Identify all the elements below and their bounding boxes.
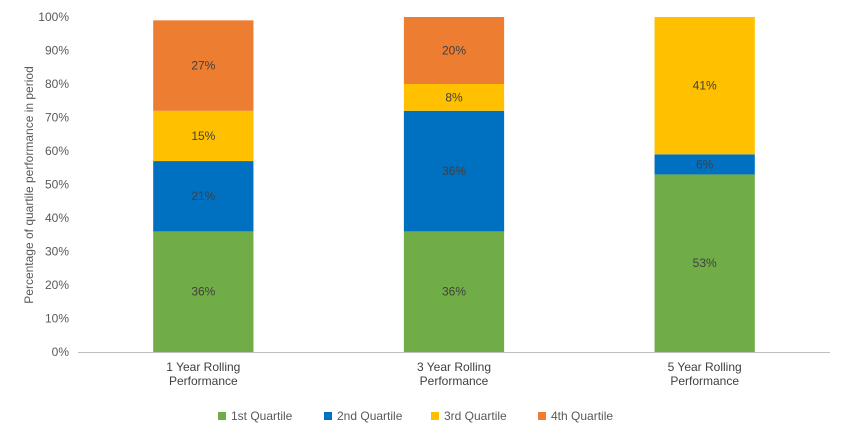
data-labels: 36% 21% 15% 27% 36% 36% 8% 20% 53% 6% 41% — [191, 44, 717, 299]
bar-segment — [654, 17, 755, 155]
y-tick-label: 0% — [52, 345, 70, 359]
legend-swatch — [324, 412, 332, 420]
data-label: 15% — [191, 129, 215, 143]
legend-swatch — [538, 412, 546, 420]
data-label: 8% — [445, 90, 463, 104]
legend-swatch — [218, 412, 226, 420]
legend-swatch — [431, 412, 439, 420]
x-tick-label: Performance — [169, 374, 238, 388]
data-label: 53% — [693, 256, 717, 270]
bar-segment — [403, 231, 505, 352]
data-label: 27% — [191, 59, 215, 73]
bar-segment — [153, 231, 254, 352]
legend: 1st Quartile 2nd Quartile 3rd Quartile 4th … — [218, 409, 613, 423]
y-tick-label: 20% — [45, 278, 69, 292]
y-tick-label: 80% — [45, 77, 69, 91]
data-label: 36% — [442, 285, 466, 299]
y-axis-ticks: 0% 10% 20% 30% 40% 50% 60% 70% 80% 90% 100% — [38, 10, 69, 359]
legend-label: 2nd Quartile — [337, 409, 403, 423]
data-label: 20% — [442, 44, 466, 58]
y-axis-title: Percentage of quartile performance in pe… — [22, 66, 36, 303]
bar-segment — [403, 84, 505, 111]
bars — [153, 17, 755, 352]
data-label: 41% — [693, 79, 717, 93]
x-tick-label: 3 Year Rolling — [417, 360, 491, 374]
y-tick-label: 30% — [45, 245, 69, 259]
y-tick-label: 50% — [45, 178, 69, 192]
x-tick-label: Performance — [420, 374, 489, 388]
x-tick-label: 5 Year Rolling — [668, 360, 742, 374]
y-tick-label: 90% — [45, 44, 69, 58]
bar-segment — [153, 110, 254, 162]
legend-label: 4th Quartile — [551, 409, 613, 423]
y-axis-title-group: Percentage of quartile performance in pe… — [22, 66, 36, 303]
y-tick-label: 60% — [45, 144, 69, 158]
data-label: 36% — [191, 285, 215, 299]
legend-label: 1st Quartile — [231, 409, 293, 423]
bar-segment — [403, 110, 505, 232]
bar-segment — [654, 154, 755, 175]
bar-segment — [153, 20, 254, 111]
bar-segment — [153, 161, 254, 232]
y-tick-label: 40% — [45, 211, 69, 225]
x-tick-label: 1 Year Rolling — [166, 360, 240, 374]
legend-label: 3rd Quartile — [444, 409, 507, 423]
data-label: 36% — [442, 164, 466, 178]
x-tick-label: Performance — [670, 374, 739, 388]
y-tick-label: 70% — [45, 111, 69, 125]
bar-segment — [654, 174, 755, 352]
bar-segment — [403, 17, 505, 84]
y-tick-label: 100% — [38, 10, 69, 24]
y-tick-label: 10% — [45, 312, 69, 326]
data-label: 6% — [696, 157, 714, 171]
data-label: 21% — [191, 189, 215, 203]
